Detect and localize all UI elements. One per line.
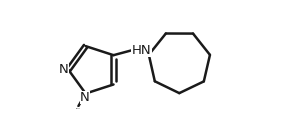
Text: HN: HN: [132, 44, 151, 57]
Text: methyl: methyl: [76, 107, 81, 109]
Text: N: N: [59, 63, 69, 76]
Text: N: N: [80, 91, 90, 104]
Text: methyl: methyl: [78, 107, 82, 108]
